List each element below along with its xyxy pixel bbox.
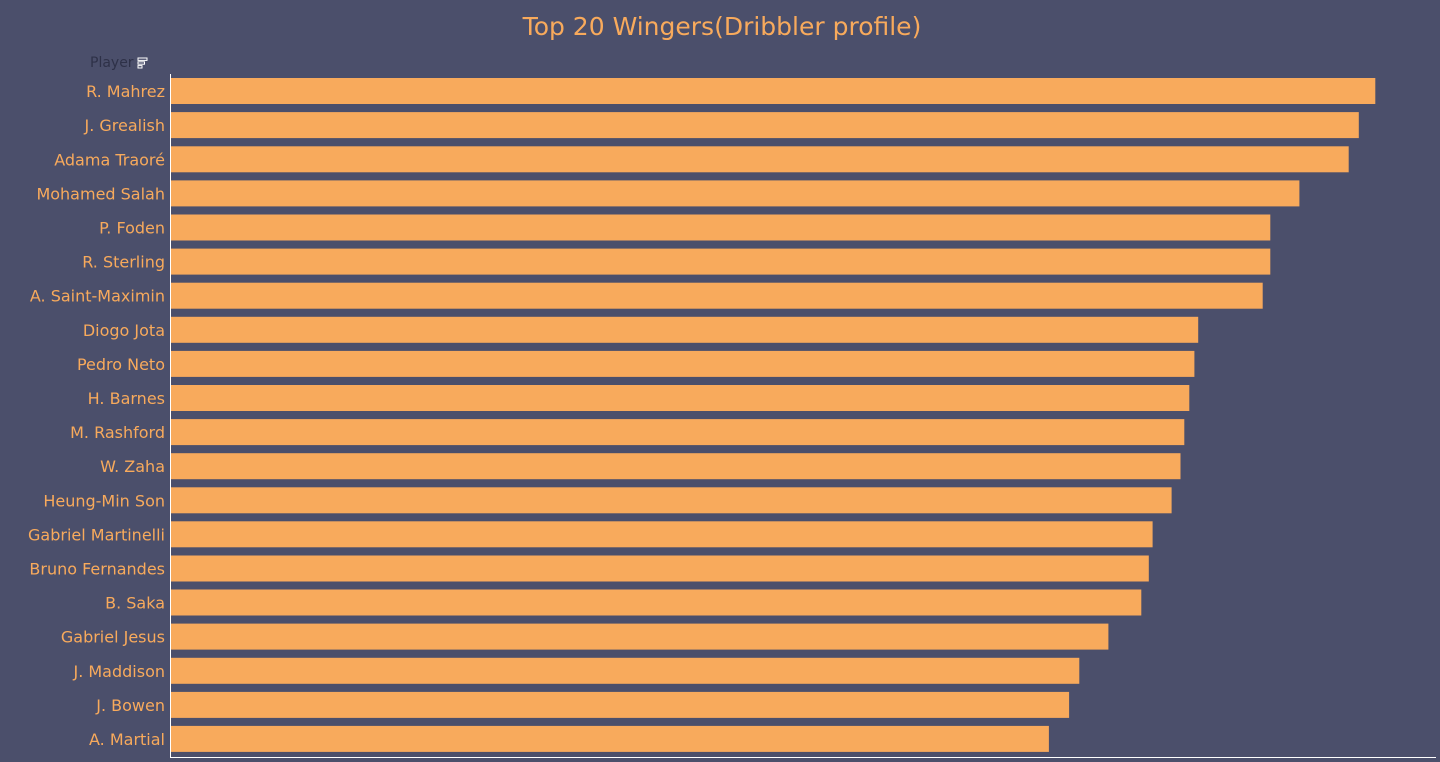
bar[interactable]	[171, 419, 1185, 446]
category-label: R. Sterling	[82, 253, 165, 272]
player-field-label: Player	[90, 55, 134, 71]
category-label: Adama Traoré	[54, 150, 165, 169]
category-label: H. Barnes	[88, 389, 165, 408]
bar[interactable]	[171, 623, 1109, 650]
bar[interactable]	[171, 725, 1049, 752]
bar[interactable]	[171, 214, 1271, 241]
bar[interactable]	[171, 316, 1199, 343]
bar[interactable]	[171, 589, 1142, 616]
bar[interactable]	[171, 453, 1181, 480]
bar[interactable]	[171, 180, 1300, 207]
bar[interactable]	[171, 555, 1149, 582]
category-label: B. Saka	[105, 594, 165, 613]
bar[interactable]	[171, 385, 1190, 411]
category-labels-group: R. Mahrez J. Grealish Adama Traoré Mohamed …	[28, 82, 165, 749]
category-label: J. Grealish	[83, 116, 165, 135]
category-label: Bruno Fernandes	[29, 560, 165, 579]
category-label: W. Zaha	[100, 457, 165, 476]
category-label: A. Saint-Maximin	[30, 287, 165, 306]
category-label: M. Rashford	[70, 423, 165, 442]
bar[interactable]	[171, 146, 1349, 173]
bar[interactable]	[171, 521, 1153, 548]
category-label: Gabriel Martinelli	[28, 525, 165, 544]
bar[interactable]	[171, 691, 1070, 718]
bar[interactable]	[171, 282, 1263, 309]
sort-descending-icon[interactable]	[137, 57, 149, 69]
chart-title: Top 20 Wingers(Dribbler profile)	[522, 12, 922, 41]
category-label: J. Bowen	[95, 696, 165, 715]
bar[interactable]	[171, 487, 1172, 514]
bar[interactable]	[171, 78, 1376, 104]
category-label: Heung-Min Son	[43, 491, 165, 510]
category-label: Mohamed Salah	[36, 184, 165, 203]
bars-group	[171, 78, 1376, 752]
category-label: P. Foden	[99, 219, 165, 238]
category-label: R. Mahrez	[86, 82, 165, 101]
bar[interactable]	[171, 248, 1271, 275]
category-label: Diogo Jota	[83, 321, 165, 340]
bar[interactable]	[171, 657, 1080, 684]
category-label: A. Martial	[89, 730, 165, 749]
player-field-header[interactable]: Player	[90, 55, 149, 71]
category-label: Pedro Neto	[77, 355, 165, 374]
bar[interactable]	[171, 112, 1359, 139]
bar[interactable]	[171, 350, 1195, 377]
category-label: Gabriel Jesus	[61, 628, 165, 647]
category-label: J. Maddison	[72, 662, 165, 681]
